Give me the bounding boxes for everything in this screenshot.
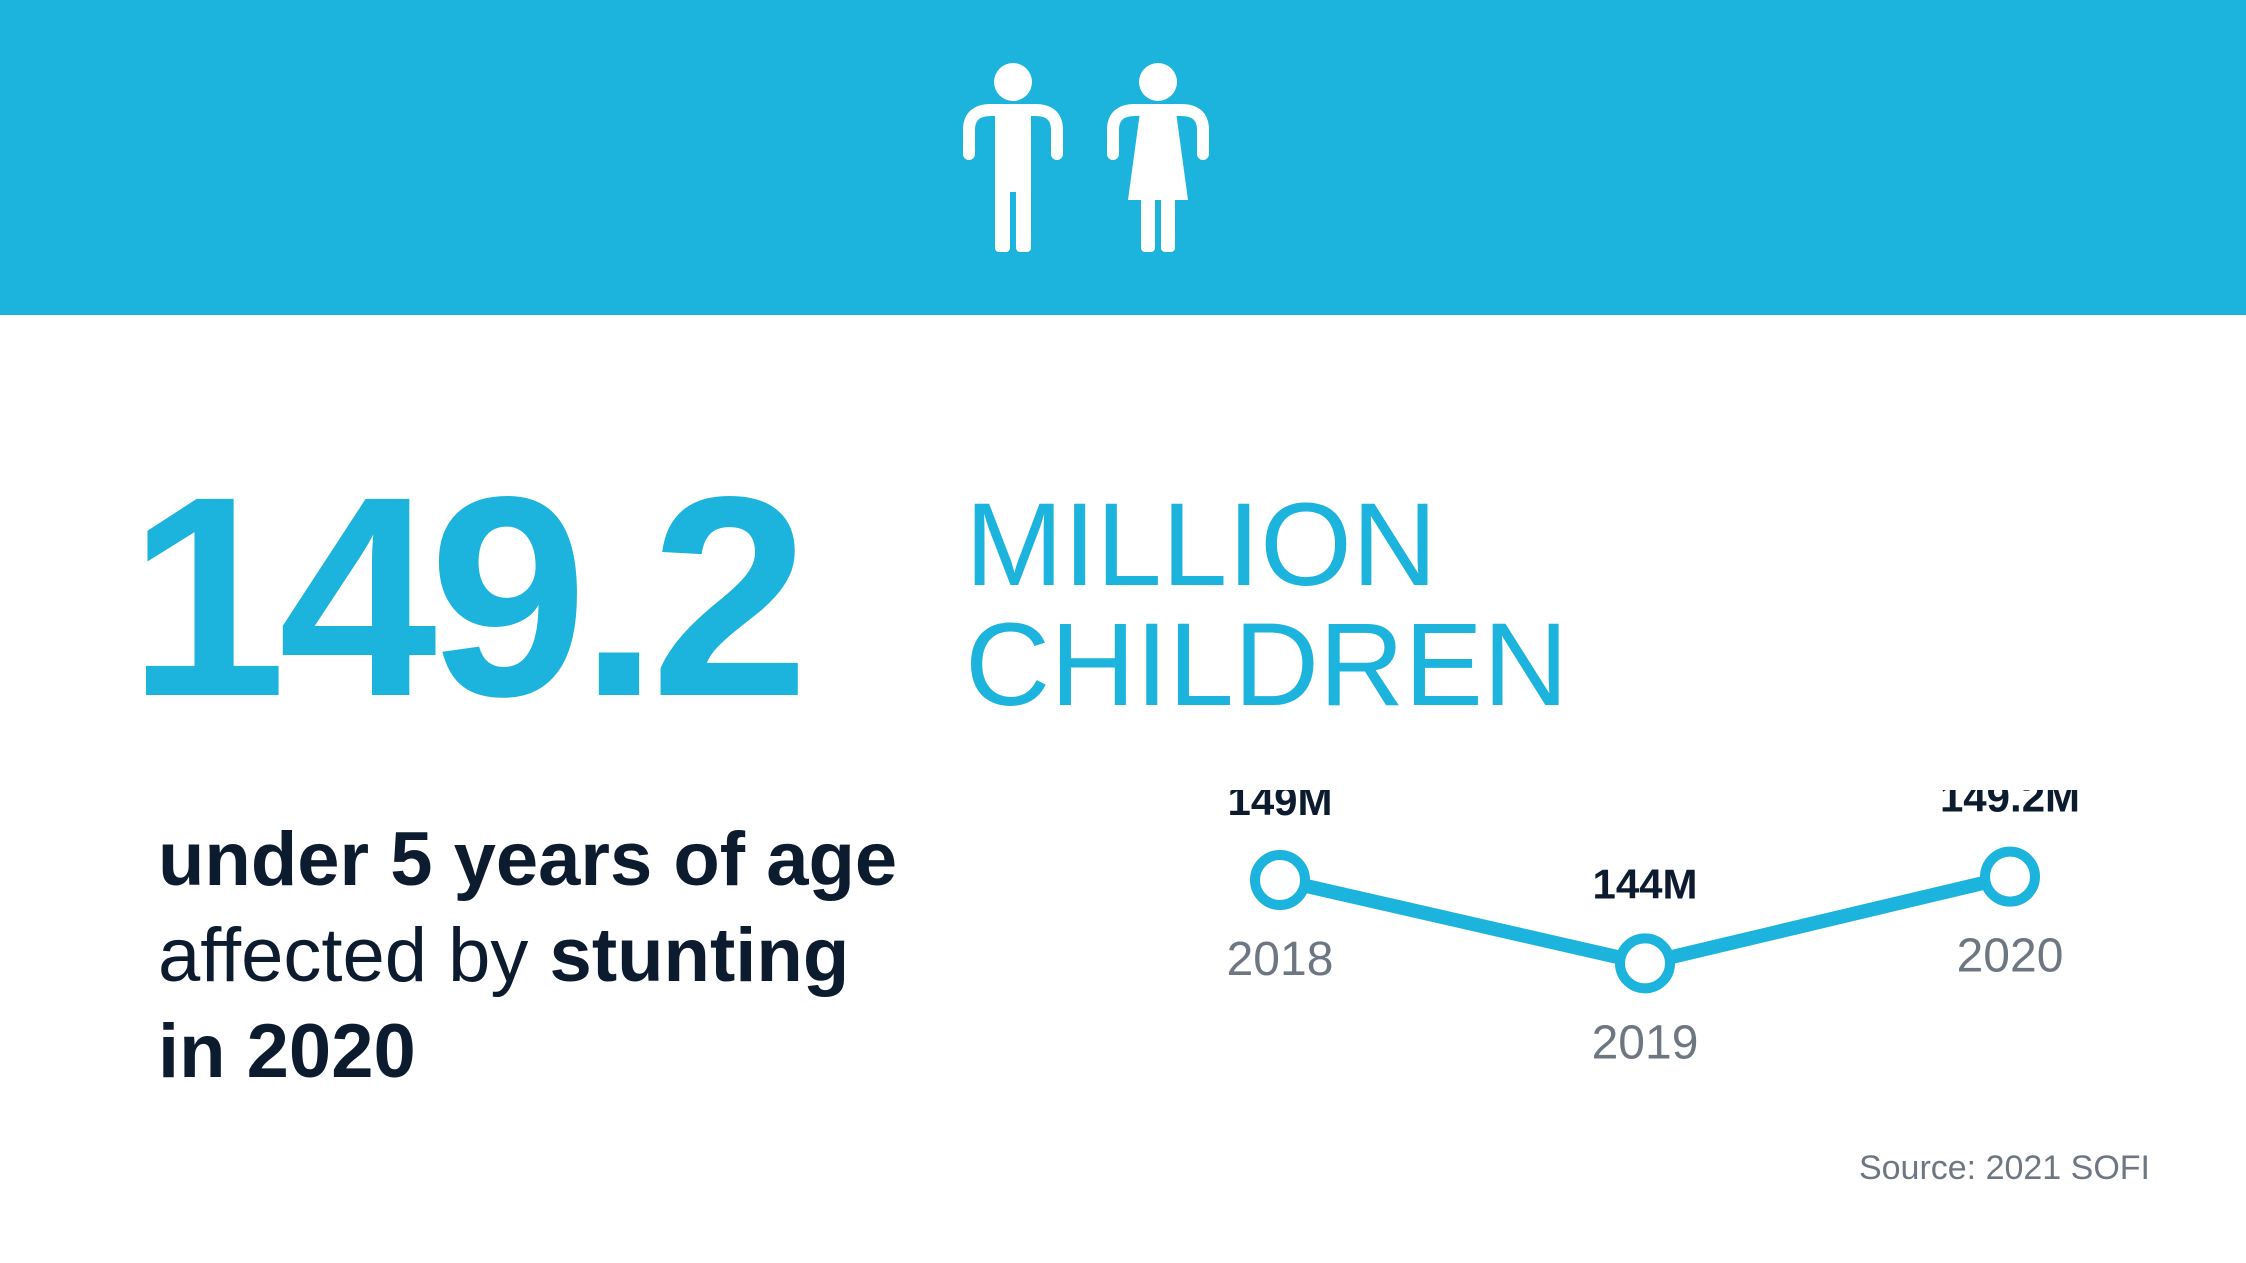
data-label-2019: 144M <box>1592 860 1697 907</box>
header-banner <box>0 0 2246 315</box>
stunting-line-chart: 149M 2018 144M 2019 149.2M 2020 <box>1227 790 2080 1069</box>
x-tick-2019: 2019 <box>1592 1016 1699 1069</box>
data-point-2020 <box>1980 846 2040 907</box>
unit-line-2: CHILDREN <box>965 599 1569 731</box>
girl-icon <box>1107 63 1209 252</box>
data-label-2018: 149M <box>1227 790 1332 824</box>
x-tick-2018: 2018 <box>1227 933 1334 986</box>
description-line-2: affected by stunting <box>158 908 897 1004</box>
description-line-3: in 2020 <box>158 1009 416 1094</box>
headline-number: 149.2 <box>128 438 809 756</box>
data-point-2019 <box>1615 933 1675 994</box>
description-line-1: under 5 years of age <box>158 817 898 902</box>
data-point-2018 <box>1250 850 1310 910</box>
description: under 5 years of age affected by stuntin… <box>158 812 897 1100</box>
x-tick-2020: 2020 <box>1957 930 2064 983</box>
boy-icon <box>963 63 1063 252</box>
headline-unit: MILLION CHILDREN <box>965 485 1568 725</box>
source-note: Source: 2021 SOFI <box>1858 1149 2150 1187</box>
children-illustration <box>963 63 1209 252</box>
data-label-2020: 149.2M <box>1940 790 2080 821</box>
description-regular: affected by <box>158 913 550 998</box>
unit-line-1: MILLION <box>965 479 1438 611</box>
description-emphasis: stunting <box>549 913 850 998</box>
